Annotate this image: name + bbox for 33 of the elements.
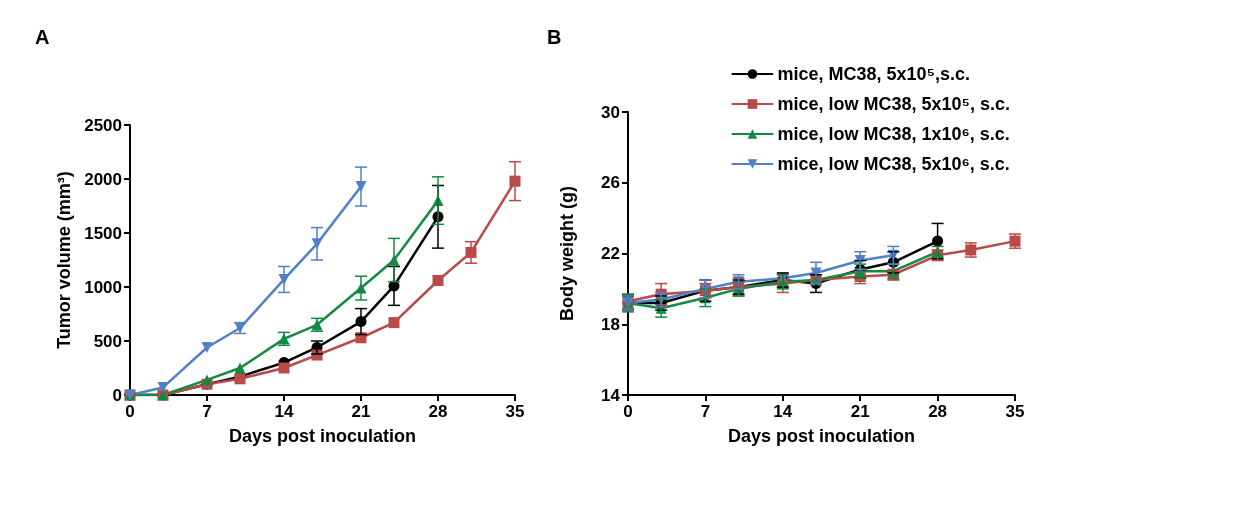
x-tick-label: 35 <box>505 402 525 421</box>
x-tick-label: 28 <box>428 402 448 421</box>
y-tick-label: 500 <box>93 331 122 351</box>
x-axis-title: Days post inoculation <box>727 426 916 446</box>
x-axis-title: Days post inoculation <box>228 426 417 446</box>
x-tick-label: 14 <box>274 402 294 421</box>
y-axis-title: Body weight (g) <box>557 186 577 321</box>
y-tick-label: 30 <box>601 102 620 122</box>
y-tick-label: 2000 <box>84 169 122 189</box>
x-tick-label: 21 <box>351 402 371 421</box>
x-tick-label: 0 <box>125 402 135 421</box>
y-tick-label: 18 <box>601 314 620 334</box>
y-tick-label: 1500 <box>84 223 122 243</box>
legend-label: mice, MC38, 5x10⁵,s.c. <box>777 64 971 84</box>
x-tick-label: 14 <box>773 402 793 421</box>
y-tick-label: 22 <box>601 244 620 263</box>
x-tick-label: 35 <box>1005 402 1025 421</box>
x-tick-label: 21 <box>850 402 870 421</box>
chart-title: A <box>35 26 50 48</box>
y-tick-label: 0 <box>112 385 122 405</box>
x-tick-label: 7 <box>700 402 711 421</box>
chart-title: B <box>547 26 562 48</box>
y-tick-label: 14 <box>601 385 621 405</box>
y-tick-label: 26 <box>601 173 620 193</box>
y-tick-label: 1000 <box>84 277 122 297</box>
y-axis-title: Tumor volume (mm³) <box>54 171 75 349</box>
legend-label: mice, low MC38, 5x10⁵, s.c. <box>777 94 1011 114</box>
y-tick-label: 2500 <box>84 115 122 135</box>
x-tick-label: 7 <box>202 402 212 421</box>
legend-label: mice, low MC38, 5x10⁶, s.c. <box>777 154 1010 174</box>
legend-label: mice, low MC38, 1x10⁶, s.c. <box>777 124 1010 144</box>
x-tick-label: 0 <box>623 402 633 421</box>
x-tick-label: 28 <box>928 402 948 421</box>
